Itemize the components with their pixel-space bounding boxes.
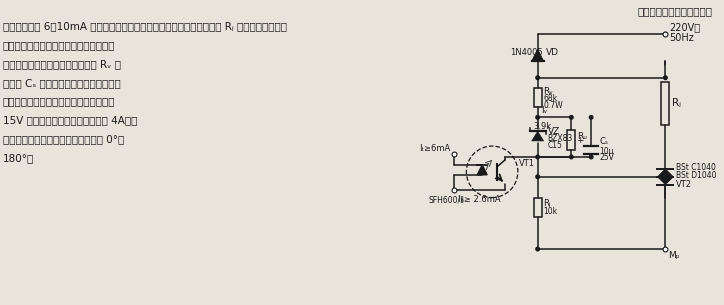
Circle shape — [570, 155, 573, 159]
Text: 能量。稳压管用于使光敏三极管有稳定的: 能量。稳压管用于使光敏三极管有稳定的 — [3, 97, 115, 106]
Text: BSt D1040: BSt D1040 — [676, 171, 717, 180]
Bar — [568, 130, 576, 150]
Text: +: + — [576, 136, 584, 145]
Text: BZX83: BZX83 — [547, 134, 573, 143]
Text: Rⱼ: Rⱼ — [673, 99, 681, 109]
Text: VZ: VZ — [547, 127, 560, 136]
Text: Rⱼ: Rⱼ — [544, 199, 551, 208]
Text: BSt C1040: BSt C1040 — [676, 163, 716, 172]
Text: Iₕ≥ 2.6mA: Iₕ≥ 2.6mA — [458, 195, 501, 204]
Text: 220V～: 220V～ — [670, 22, 701, 32]
Text: VT1: VT1 — [519, 160, 535, 168]
Circle shape — [536, 247, 539, 251]
Text: 3.9k: 3.9k — [534, 122, 552, 131]
Text: SFH600/Ⅱ: SFH600/Ⅱ — [429, 196, 464, 205]
Circle shape — [536, 175, 539, 178]
Text: 68k: 68k — [544, 94, 557, 103]
Circle shape — [536, 116, 539, 119]
Text: 25V: 25V — [599, 153, 614, 163]
Text: 0.7W: 0.7W — [544, 101, 563, 110]
Text: 二极管内流过 6～10mA 电流，则光敏三极管导通，使晶闸管导通，负载 Rⱼ 上有电流通过；反: 二极管内流过 6～10mA 电流，则光敏三极管导通，使晶闸管导通，负载 Rⱼ 上… — [3, 21, 287, 31]
Text: 10μ: 10μ — [599, 146, 613, 156]
Polygon shape — [657, 177, 673, 185]
Circle shape — [536, 155, 539, 159]
Text: Rᵥ: Rᵥ — [544, 87, 554, 96]
Circle shape — [589, 155, 593, 159]
Text: C15: C15 — [547, 141, 563, 149]
Text: 电阴负载时），晶闸管移相角范围为 0°～: 电阴负载时），晶闸管移相角范围为 0°～ — [3, 134, 125, 144]
Text: VD: VD — [546, 48, 559, 57]
Circle shape — [570, 116, 573, 119]
Text: 10k: 10k — [544, 207, 557, 216]
Text: Cₛ: Cₛ — [599, 137, 608, 146]
Polygon shape — [531, 131, 544, 141]
Polygon shape — [531, 49, 544, 61]
Bar — [662, 82, 670, 125]
Text: 1N4005: 1N4005 — [510, 48, 542, 57]
Text: 50Hz: 50Hz — [670, 33, 694, 43]
Text: Iᵥ: Iᵥ — [541, 106, 547, 115]
Circle shape — [664, 76, 668, 80]
Text: 180°。: 180°。 — [3, 153, 34, 163]
Text: 联电容 Cₛ 用于在电源负半周时储存控制: 联电容 Cₛ 用于在电源负半周时储存控制 — [3, 78, 121, 88]
Text: 给光敏三极管提供直流电源，电阴 Rᵥ 串: 给光敏三极管提供直流电源，电阴 Rᵥ 串 — [3, 59, 121, 69]
Circle shape — [536, 76, 539, 80]
Bar — [534, 198, 542, 217]
Polygon shape — [657, 169, 673, 177]
Text: 之则无电流流过负载。电路中二极管用于: 之则无电流流过负载。电路中二极管用于 — [3, 40, 115, 50]
Polygon shape — [477, 165, 487, 175]
Bar — [534, 88, 542, 107]
Text: Rᵤ: Rᵤ — [577, 132, 587, 141]
Text: 15V 电压。该电路最大开关电流为 4A（纯: 15V 电压。该电路最大开关电流为 4A（纯 — [3, 115, 138, 125]
Circle shape — [664, 32, 668, 36]
Text: Mₚ: Mₚ — [668, 251, 680, 260]
Text: VT2: VT2 — [676, 180, 692, 189]
Circle shape — [589, 116, 593, 119]
Text: Iₜ≥6mA: Iₜ≥6mA — [419, 144, 450, 152]
Text: 电路中如果光电耦合器发光: 电路中如果光电耦合器发光 — [638, 6, 713, 16]
